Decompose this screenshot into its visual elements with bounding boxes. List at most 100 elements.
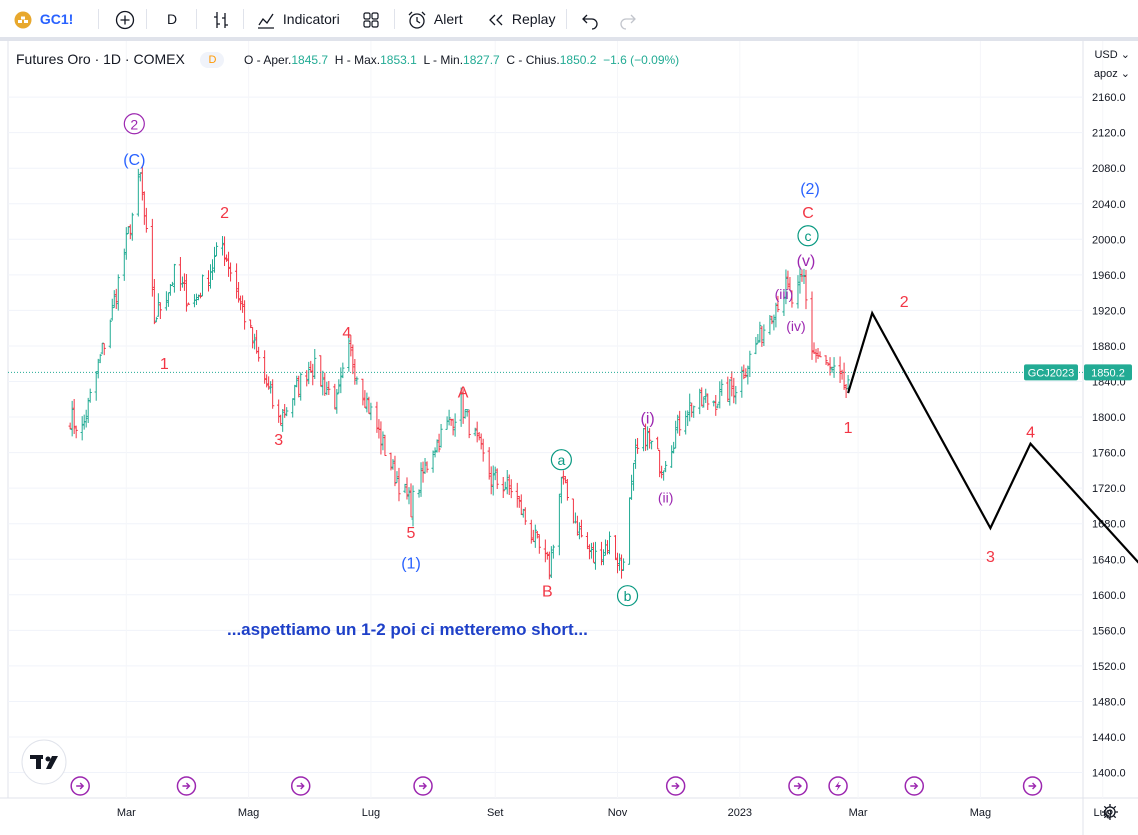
wave-label[interactable]: (C)	[123, 152, 145, 169]
symbol-title[interactable]: Futures Oro · 1D · COMEX	[16, 51, 185, 67]
price-bar	[754, 337, 758, 355]
wave-label[interactable]: 2	[123, 113, 145, 135]
price-bar	[810, 291, 814, 360]
alert-button[interactable]: Alert	[406, 8, 463, 30]
price-bar	[375, 401, 379, 433]
price-bar	[154, 317, 158, 323]
dividend-event-icon[interactable]	[904, 776, 925, 796]
wave-label[interactable]: a	[550, 449, 572, 471]
wave-label[interactable]: 4	[342, 325, 351, 342]
price-bar	[840, 369, 844, 380]
interval-button[interactable]: D	[167, 11, 178, 27]
toolbar-divider	[196, 9, 197, 29]
wave-label[interactable]: 4	[1026, 425, 1035, 442]
price-bar	[369, 402, 373, 421]
wave-label[interactable]: (1)	[401, 555, 421, 572]
wave-label[interactable]: 3	[274, 432, 283, 449]
price-bar	[523, 507, 527, 525]
wave-label-text: A	[458, 385, 469, 402]
contract-tag-bg	[1024, 364, 1078, 381]
price-bar	[142, 191, 146, 225]
wave-label[interactable]: (iii)	[775, 286, 794, 302]
x-tick-label: Mag	[238, 807, 259, 819]
wave-label[interactable]: B	[542, 584, 553, 601]
replay-button[interactable]: Replay	[486, 8, 555, 30]
price-bar	[846, 374, 850, 390]
price-bar	[238, 295, 243, 311]
dividend-event-icon[interactable]	[290, 776, 311, 796]
earnings-event-icon[interactable]	[828, 776, 848, 796]
price-bar	[397, 467, 401, 502]
wave-label[interactable]: 1	[844, 420, 853, 437]
price-bar	[353, 358, 357, 385]
price-bar	[804, 269, 808, 310]
wave-label[interactable]: (ii)	[658, 490, 674, 506]
price-bar	[88, 388, 92, 403]
settings-gear-icon[interactable]	[1102, 804, 1118, 820]
wave-label[interactable]: (v)	[797, 253, 816, 270]
templates-button[interactable]	[360, 8, 382, 30]
high-label: H - Max.	[334, 53, 381, 67]
price-bar	[645, 426, 650, 451]
dividend-event-icon[interactable]	[70, 776, 90, 796]
wave-label-text: 2	[900, 294, 909, 311]
price-bar	[776, 295, 780, 313]
price-bar	[698, 388, 702, 415]
wave-label[interactable]: 5	[407, 525, 416, 542]
wave-label[interactable]: (i)	[640, 410, 654, 427]
wave-label[interactable]: 3	[986, 549, 995, 566]
wave-label[interactable]: c	[797, 225, 819, 247]
symbol-search-button[interactable]: GC1!	[14, 8, 73, 30]
redo-button[interactable]	[618, 8, 638, 30]
wave-label[interactable]: 2	[220, 205, 229, 222]
price-bar	[283, 403, 287, 418]
chart-type-button[interactable]	[210, 8, 232, 30]
y-tick-label: 1640.0	[1092, 554, 1126, 566]
dividend-event-icon[interactable]	[788, 776, 808, 796]
price-bar	[423, 457, 427, 474]
price-bar	[605, 540, 610, 555]
price-bar	[643, 423, 648, 451]
exchange-badge[interactable]: D	[200, 52, 225, 68]
undo-button[interactable]	[580, 8, 600, 30]
scale-mode-label: apoz	[1093, 68, 1118, 80]
price-bar	[341, 362, 345, 379]
scale-mode-selector[interactable]: apoz ⌄	[1094, 67, 1130, 80]
dividend-event-icon[interactable]	[665, 776, 686, 796]
lightning-icon	[835, 781, 842, 791]
price-bar	[311, 363, 315, 386]
price-bar	[425, 461, 429, 473]
dividend-event-icon[interactable]	[1022, 776, 1043, 796]
price-bar	[249, 319, 253, 329]
wave-label[interactable]: C	[802, 205, 814, 222]
price-bar	[297, 375, 301, 398]
dividend-event-icon[interactable]	[413, 776, 433, 796]
projection-path[interactable]	[847, 310, 1138, 580]
wave-label[interactable]: A	[458, 385, 469, 402]
price-bar	[253, 333, 257, 350]
tradingview-logo[interactable]	[21, 739, 67, 785]
currency-selector[interactable]: USD ⌄	[1094, 48, 1130, 61]
top-toolbar: GC1! D Indicatori Alert	[0, 0, 1138, 38]
low-label: L - Min.	[423, 53, 464, 67]
price-bar	[770, 315, 774, 325]
wave-label[interactable]: (iv)	[786, 318, 805, 334]
wave-label[interactable]: 1	[160, 356, 169, 373]
chart-annotation[interactable]: ...aspettiamo un 1-2 poi ci metteremo sh…	[227, 620, 588, 639]
wave-label[interactable]: (2)	[800, 181, 820, 198]
arrow-icon	[296, 782, 305, 790]
price-bar	[517, 495, 521, 508]
price-bar	[495, 468, 499, 489]
grid	[8, 41, 1104, 798]
price-bar	[108, 319, 112, 349]
dividend-event-icon[interactable]	[176, 776, 197, 796]
price-bar	[367, 396, 371, 414]
price-bar	[529, 519, 533, 544]
indicators-button[interactable]: Indicatori	[255, 8, 340, 30]
price-bar	[279, 414, 283, 426]
wave-label[interactable]: b	[616, 585, 639, 607]
wave-label[interactable]: 2	[900, 294, 909, 311]
compare-button[interactable]	[114, 8, 136, 30]
price-bar	[744, 368, 748, 378]
